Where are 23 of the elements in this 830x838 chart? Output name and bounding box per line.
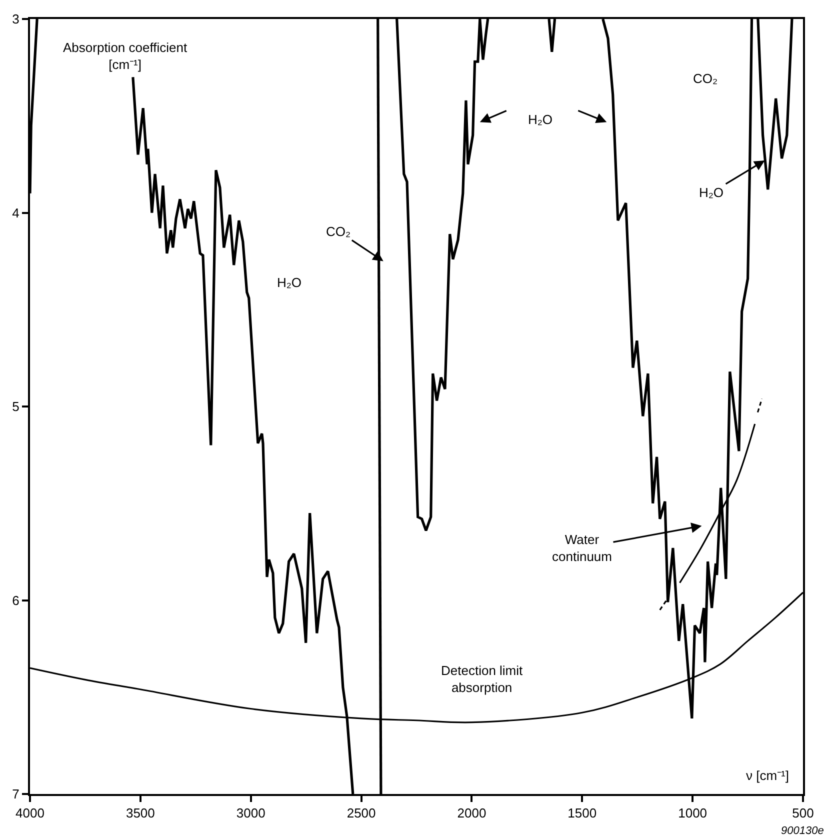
y-tick-label: 6 <box>12 592 20 608</box>
annotation: H₂O <box>528 112 553 127</box>
x-tick-label: 1000 <box>678 806 708 821</box>
annotation: H₂O <box>699 185 724 200</box>
annotation: CO₂ <box>326 224 351 239</box>
annotation: Detection limit absorption <box>441 663 524 695</box>
text: 900130e <box>781 825 824 837</box>
x-tick-label: 1500 <box>568 806 597 821</box>
y-tick-label: 5 <box>12 399 20 414</box>
annotation: CO₂ <box>693 71 718 86</box>
x-tick-label: 4000 <box>16 806 44 821</box>
x-tick-label: 2500 <box>346 806 376 821</box>
y-axis-title: Absorption coefficient [cm⁻¹] <box>63 40 188 72</box>
x-tick-label: 2000 <box>457 806 486 821</box>
y-tick-label: 7 <box>12 786 20 802</box>
annotation: H₂O <box>277 275 302 290</box>
annotation: Water continuum <box>552 532 612 564</box>
x-axis-title: ν [cm⁻¹] <box>746 768 789 783</box>
y-tick-label: 3 <box>12 12 20 27</box>
x-tick-label: 3000 <box>236 806 266 821</box>
x-tick-label: 3500 <box>126 806 155 821</box>
y-tick-label: 4 <box>12 205 20 220</box>
x-tick-label: 500 <box>792 806 814 821</box>
